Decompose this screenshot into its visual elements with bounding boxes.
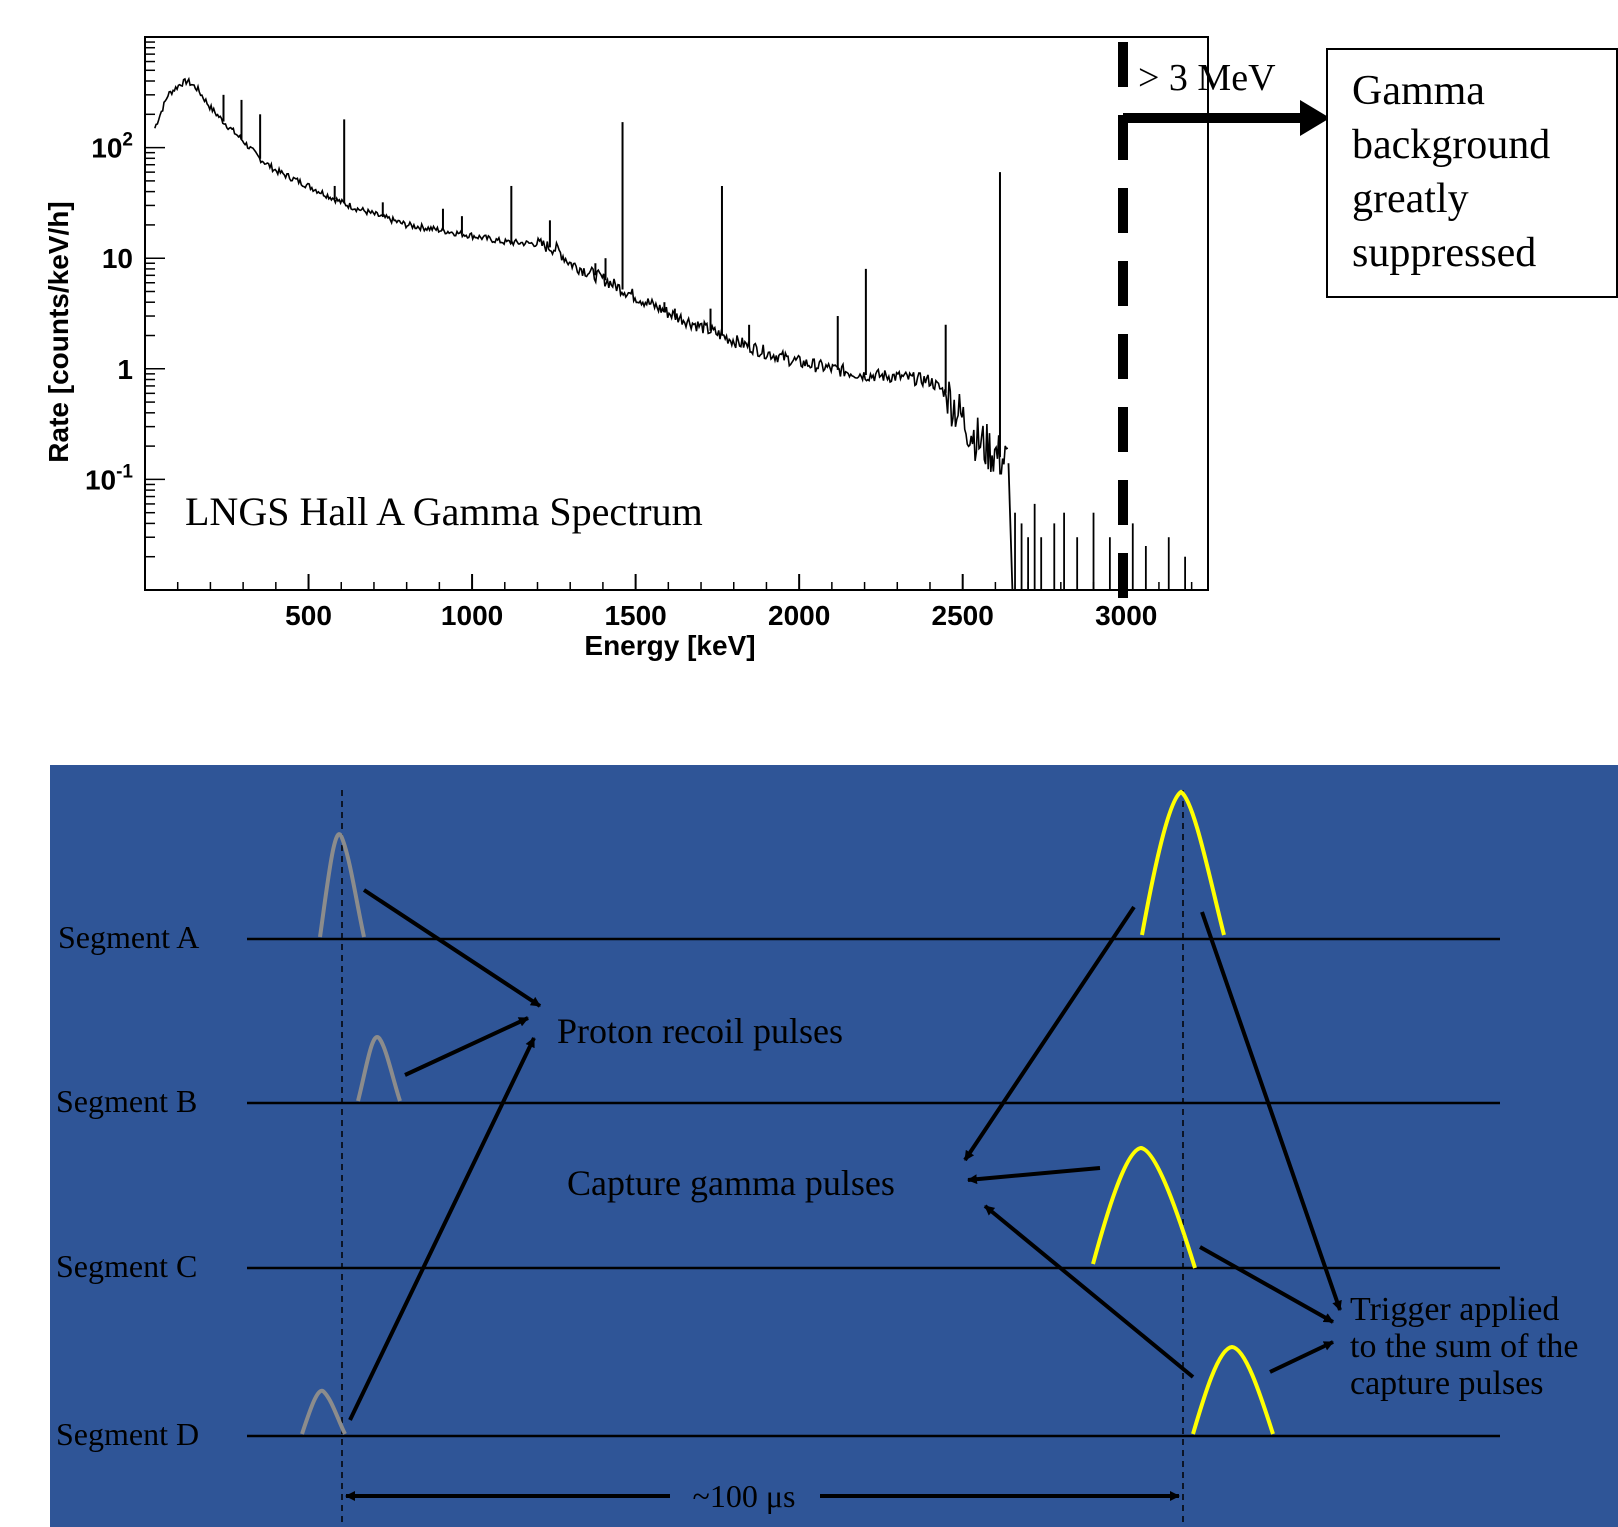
plot-border <box>144 36 1209 591</box>
chart-frame <box>144 36 1209 591</box>
spectrum-continuum <box>154 76 1009 475</box>
y-tick-base: 10 <box>85 464 116 495</box>
proton-pulse-d <box>300 1388 347 1435</box>
arrow-proton-b <box>404 1016 529 1077</box>
threshold-arrow-head <box>1300 100 1330 136</box>
chart-title: LNGS Hall A Gamma Spectrum <box>185 489 703 534</box>
interval-label: ~100 μs <box>693 1478 796 1514</box>
trigger-label: Trigger applied to the sum of the captur… <box>1350 1291 1587 1402</box>
arrow-capture-c <box>967 1166 1101 1185</box>
diagram-background <box>50 765 1618 1527</box>
arrow-trigger-a <box>1200 911 1342 1311</box>
y-tick-label: 1 <box>117 354 133 385</box>
y-tick-label: 10-1 <box>85 461 133 495</box>
arrow-capture-d <box>983 1204 1195 1379</box>
y-tick-base: 10 <box>102 243 133 274</box>
annotation-line-2: background <box>1352 122 1550 168</box>
proton-pulse-a <box>318 832 366 938</box>
trigger-line-2: to the sum of the <box>1350 1328 1579 1365</box>
capture-pulse-d <box>1191 1344 1275 1435</box>
proton-pulse-b <box>356 1034 402 1102</box>
y-tick-base: 1 <box>117 354 133 385</box>
y-tick-exponent: -1 <box>116 461 133 482</box>
arrow-capture-a <box>963 905 1136 1162</box>
y-tick-exponent: 2 <box>122 130 133 151</box>
capture-gamma-label: Capture gamma pulses <box>567 1163 895 1203</box>
x-tick-label: 1500 <box>604 600 666 631</box>
spectrum-edge <box>1007 463 1014 591</box>
x-tick-label: 3000 <box>1095 600 1157 631</box>
segment-label-d: Segment D <box>56 1416 199 1452</box>
y-tick-label: 102 <box>91 130 133 164</box>
y-tick-base: 10 <box>91 133 122 164</box>
arrow-trigger-d <box>1269 1340 1334 1374</box>
capture-pulse-c <box>1091 1145 1197 1269</box>
arrow-trigger-c <box>1199 1245 1334 1324</box>
trigger-line-1: Trigger applied <box>1350 1291 1559 1328</box>
capture-pulse-a <box>1140 789 1226 936</box>
spectrum-data <box>154 76 1187 591</box>
threshold-label: > 3 MeV <box>1138 57 1276 99</box>
segment-label-c: Segment C <box>56 1248 197 1284</box>
arrow-proton-a <box>362 888 542 1008</box>
x-tick-label: 2000 <box>768 600 830 631</box>
y-axis-label: Rate [counts/keV/h] <box>43 201 74 462</box>
annotation-text: Gamma background greatly suppressed <box>1352 68 1561 276</box>
annotation-line-4: suppressed <box>1352 230 1536 276</box>
x-tick-label: 2500 <box>932 600 994 631</box>
arrow-proton-d <box>348 1037 536 1421</box>
x-tick-label: 1000 <box>441 600 503 631</box>
x-tick-label: 500 <box>285 600 332 631</box>
y-tick-label: 10 <box>102 243 133 274</box>
annotation-line-3: greatly <box>1352 176 1469 222</box>
annotation-line-1: Gamma <box>1352 68 1485 114</box>
segment-label-b: Segment B <box>56 1083 197 1119</box>
segment-label-a: Segment A <box>58 919 199 955</box>
x-axis-label: Energy [keV] <box>584 630 755 661</box>
annotation-box <box>1326 48 1618 298</box>
trigger-line-3: capture pulses <box>1350 1365 1544 1402</box>
proton-recoil-label: Proton recoil pulses <box>557 1011 843 1051</box>
